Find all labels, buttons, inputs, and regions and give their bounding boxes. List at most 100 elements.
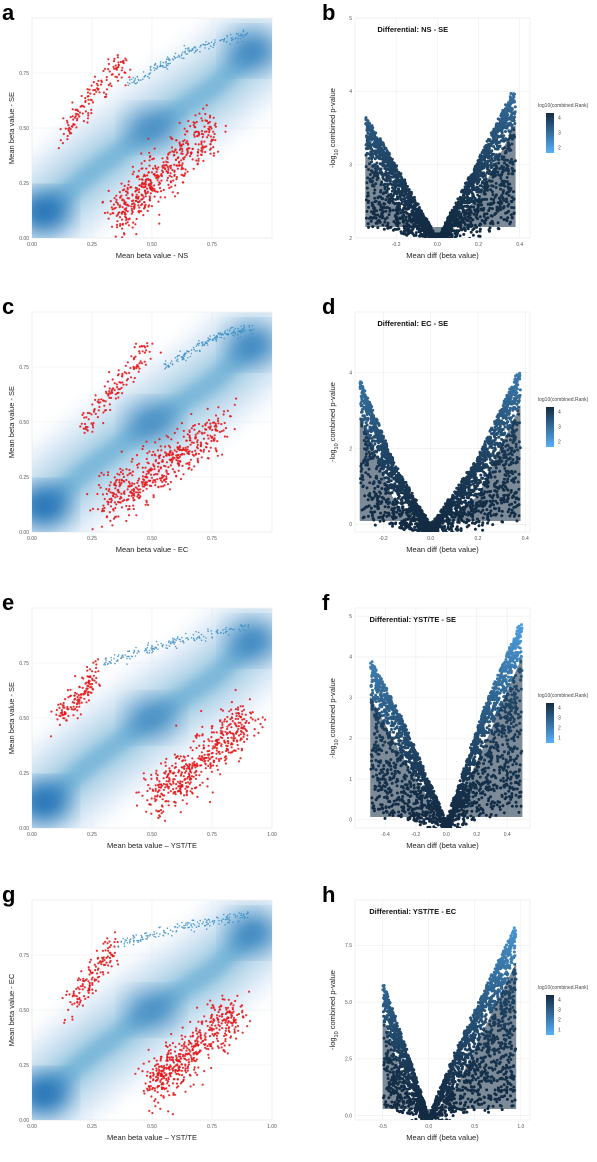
highlight-point xyxy=(241,328,243,330)
highlight-point xyxy=(152,450,155,453)
volcano-point xyxy=(395,183,399,187)
highlight-point xyxy=(116,213,119,216)
highlight-point xyxy=(155,170,158,173)
highlight-point xyxy=(183,453,186,456)
volcano-point xyxy=(370,138,374,142)
highlight-point xyxy=(156,478,159,481)
highlight-point xyxy=(149,68,152,70)
highlight-point xyxy=(217,422,220,425)
plot-marks xyxy=(364,92,517,243)
volcano-point xyxy=(413,212,417,216)
highlight-point xyxy=(108,510,111,514)
highlight-point xyxy=(108,403,111,406)
highlight-point xyxy=(156,179,159,182)
volcano-point xyxy=(370,157,374,161)
highlight-point xyxy=(206,457,209,460)
highlight-point xyxy=(187,452,190,455)
highlight-point xyxy=(166,157,169,160)
highlight-point xyxy=(112,492,115,495)
highlight-point xyxy=(97,483,101,487)
highlight-point xyxy=(112,203,115,206)
highlight-point xyxy=(168,186,171,190)
highlight-point xyxy=(129,376,133,379)
highlight-point xyxy=(158,477,162,480)
highlight-point xyxy=(153,195,156,198)
highlight-point xyxy=(187,119,190,123)
highlight-point xyxy=(202,159,205,162)
x-tick-label: 0.0 xyxy=(434,242,441,248)
highlight-point xyxy=(85,416,88,419)
highlight-point xyxy=(94,88,97,91)
highlight-point xyxy=(119,381,122,384)
highlight-point xyxy=(132,202,135,205)
highlight-point xyxy=(117,515,120,518)
volcano-point xyxy=(393,187,397,191)
volcano-point xyxy=(502,134,506,138)
highlight-point xyxy=(220,423,223,426)
highlight-point xyxy=(109,505,113,508)
highlight-point xyxy=(212,136,215,139)
highlight-point xyxy=(62,117,65,120)
highlight-point xyxy=(167,444,170,447)
highlight-point xyxy=(166,176,169,179)
highlight-point xyxy=(115,478,118,481)
highlight-point xyxy=(205,41,207,43)
highlight-point xyxy=(165,452,168,455)
highlight-point xyxy=(182,435,185,438)
highlight-point xyxy=(185,450,188,453)
highlight-point xyxy=(181,162,184,165)
highlight-point xyxy=(125,217,128,221)
volcano-point xyxy=(378,156,381,160)
highlight-point xyxy=(194,114,197,117)
volcano-point xyxy=(385,152,389,156)
highlight-point xyxy=(90,422,93,425)
highlight-point xyxy=(214,41,216,44)
highlight-point xyxy=(99,401,102,404)
volcano-point xyxy=(422,240,425,243)
highlight-point xyxy=(121,500,124,503)
highlight-point xyxy=(119,224,122,227)
highlight-point xyxy=(109,200,112,203)
volcano-point xyxy=(458,234,462,238)
highlight-point xyxy=(217,406,220,409)
highlight-point xyxy=(144,179,147,183)
highlight-point xyxy=(195,345,198,347)
highlight-point xyxy=(184,168,187,171)
highlight-point xyxy=(147,503,150,506)
highlight-point xyxy=(204,341,206,343)
highlight-point xyxy=(206,407,209,410)
highlight-point xyxy=(86,411,89,415)
highlight-point xyxy=(138,496,141,499)
highlight-point xyxy=(196,459,199,462)
highlight-point xyxy=(108,392,111,395)
highlight-point xyxy=(82,427,85,430)
highlight-point xyxy=(231,39,233,41)
highlight-point xyxy=(175,151,178,154)
highlight-point xyxy=(200,153,203,156)
highlight-point xyxy=(147,171,150,174)
volcano-point xyxy=(433,238,436,241)
volcano-point xyxy=(475,230,479,234)
highlight-point xyxy=(162,61,164,64)
highlight-point xyxy=(164,367,166,370)
highlight-point xyxy=(124,364,127,367)
y-axis-title-subscript: 10 xyxy=(334,149,340,155)
volcano-point xyxy=(443,238,446,241)
volcano-point xyxy=(459,227,463,230)
volcano-point xyxy=(481,521,485,525)
highlight-point xyxy=(241,40,243,43)
highlight-point xyxy=(194,143,197,146)
highlight-point xyxy=(143,206,146,209)
highlight-point xyxy=(193,133,196,136)
highlight-point xyxy=(233,403,236,406)
highlight-point xyxy=(151,342,154,345)
highlight-point xyxy=(121,381,124,384)
highlight-point xyxy=(222,413,225,416)
highlight-point xyxy=(184,352,186,355)
highlight-point xyxy=(188,463,191,466)
highlight-point xyxy=(114,481,117,484)
volcano-point xyxy=(504,111,508,115)
highlight-point xyxy=(196,439,199,442)
highlight-point xyxy=(232,331,235,333)
volcano-point xyxy=(507,129,511,133)
